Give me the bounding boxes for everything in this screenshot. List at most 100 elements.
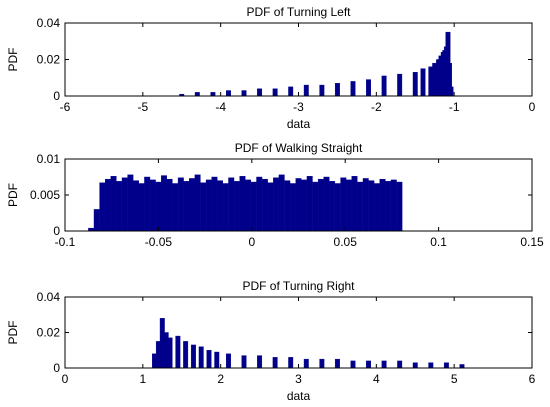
bar	[319, 84, 325, 97]
bar	[239, 176, 246, 232]
bar	[295, 178, 302, 232]
bar	[172, 183, 179, 232]
bar	[217, 180, 223, 232]
x-tick-label: 0	[529, 100, 536, 114]
chart-title: PDF of Turning Right	[242, 279, 355, 293]
bar	[381, 360, 387, 369]
bar	[211, 176, 218, 232]
bar	[334, 183, 341, 232]
y-tick-label: 0	[53, 361, 60, 375]
x-tick-label: -4	[215, 100, 226, 114]
bar	[222, 183, 229, 232]
bar	[278, 174, 285, 232]
x-tick-label: -0.05	[145, 235, 173, 249]
bar	[198, 346, 204, 369]
bar	[428, 362, 434, 369]
bar	[379, 178, 386, 232]
bar	[362, 178, 369, 232]
subplot-1: -6 -5 -4 -3 -2 -1 0 0 0.02 0.04 PDF of Turning Lef…	[6, 5, 536, 131]
bar	[267, 182, 274, 232]
bar	[312, 181, 319, 232]
x-tick-label: 0.15	[520, 235, 544, 249]
bar	[177, 177, 184, 232]
bar	[194, 92, 200, 97]
bar	[288, 357, 294, 369]
x-tick-label: 3	[295, 372, 302, 386]
x-tick-label: -1	[449, 100, 460, 114]
y-tick-label: 0	[53, 89, 60, 103]
bar	[257, 355, 263, 369]
subplot-3: 0 1 2 3 4 5 6 0 0.02 0.04 PDF of Turning Right data…	[6, 279, 536, 403]
bar	[200, 182, 207, 232]
bar	[175, 335, 181, 369]
bar	[121, 177, 128, 232]
bar	[303, 84, 309, 97]
y-axis-label: PDF	[6, 48, 20, 72]
bar	[233, 181, 240, 232]
bar	[368, 180, 375, 232]
y-tick-label: 0.02	[37, 53, 61, 67]
bar	[289, 183, 296, 232]
bar	[228, 177, 235, 232]
bar	[189, 178, 195, 232]
x-tick-label: 4	[373, 372, 380, 386]
bar	[257, 88, 263, 97]
chart-title: PDF of Turning Left	[246, 5, 351, 19]
x-tick-label: 6	[529, 372, 536, 386]
y-tick-label: 0.01	[37, 152, 61, 166]
x-tick-label: -5	[137, 100, 148, 114]
bar	[138, 183, 145, 232]
bar	[396, 181, 403, 232]
x-tick-label: 0	[248, 235, 255, 249]
bar	[133, 180, 139, 232]
y-axis-label: PDF	[6, 321, 20, 345]
bar	[183, 181, 190, 232]
chart-title: PDF of Walking Straight	[235, 141, 363, 155]
x-axis-label: data	[287, 389, 311, 403]
bar	[390, 179, 397, 232]
bar	[225, 353, 231, 369]
x-axis-label: data	[287, 117, 311, 131]
bar	[385, 181, 392, 232]
x-tick-label: 0	[62, 372, 69, 386]
bar	[366, 79, 371, 97]
y-axis-label: PDF	[6, 183, 20, 207]
bar	[420, 68, 426, 97]
bar	[225, 90, 231, 97]
bar	[306, 176, 313, 232]
bar	[206, 350, 212, 369]
bar	[166, 178, 173, 232]
bar	[334, 83, 340, 97]
bar	[210, 92, 216, 97]
bar	[272, 357, 278, 369]
bar	[303, 358, 309, 369]
bar	[155, 181, 162, 232]
x-tick-label: 5	[451, 372, 458, 386]
y-tick-label: 0.04	[37, 290, 61, 304]
bar	[412, 72, 418, 97]
bar	[149, 179, 156, 232]
subplot-2: -0.1 -0.05 0 0.05 0.1 0.15 0 0.005 0.01 PDF of Wa…	[6, 141, 544, 249]
x-tick-label: -3	[293, 100, 304, 114]
y-tick-label: 0.02	[37, 326, 61, 340]
bar	[381, 75, 387, 97]
bar	[245, 179, 252, 232]
bar	[273, 177, 280, 232]
bar	[241, 90, 247, 97]
y-tick-label: 0.04	[37, 16, 61, 30]
bar	[161, 175, 167, 232]
bar	[183, 341, 189, 369]
x-tick-label: -2	[371, 100, 382, 114]
bar	[214, 351, 220, 369]
bar	[374, 183, 380, 232]
bar	[93, 209, 100, 232]
bar	[459, 364, 465, 369]
bar	[105, 178, 111, 232]
bar	[272, 88, 278, 97]
bar	[250, 181, 257, 232]
bar	[357, 181, 364, 232]
bar	[205, 179, 212, 232]
bar	[190, 344, 196, 369]
bar	[334, 358, 340, 369]
bar	[288, 86, 294, 97]
